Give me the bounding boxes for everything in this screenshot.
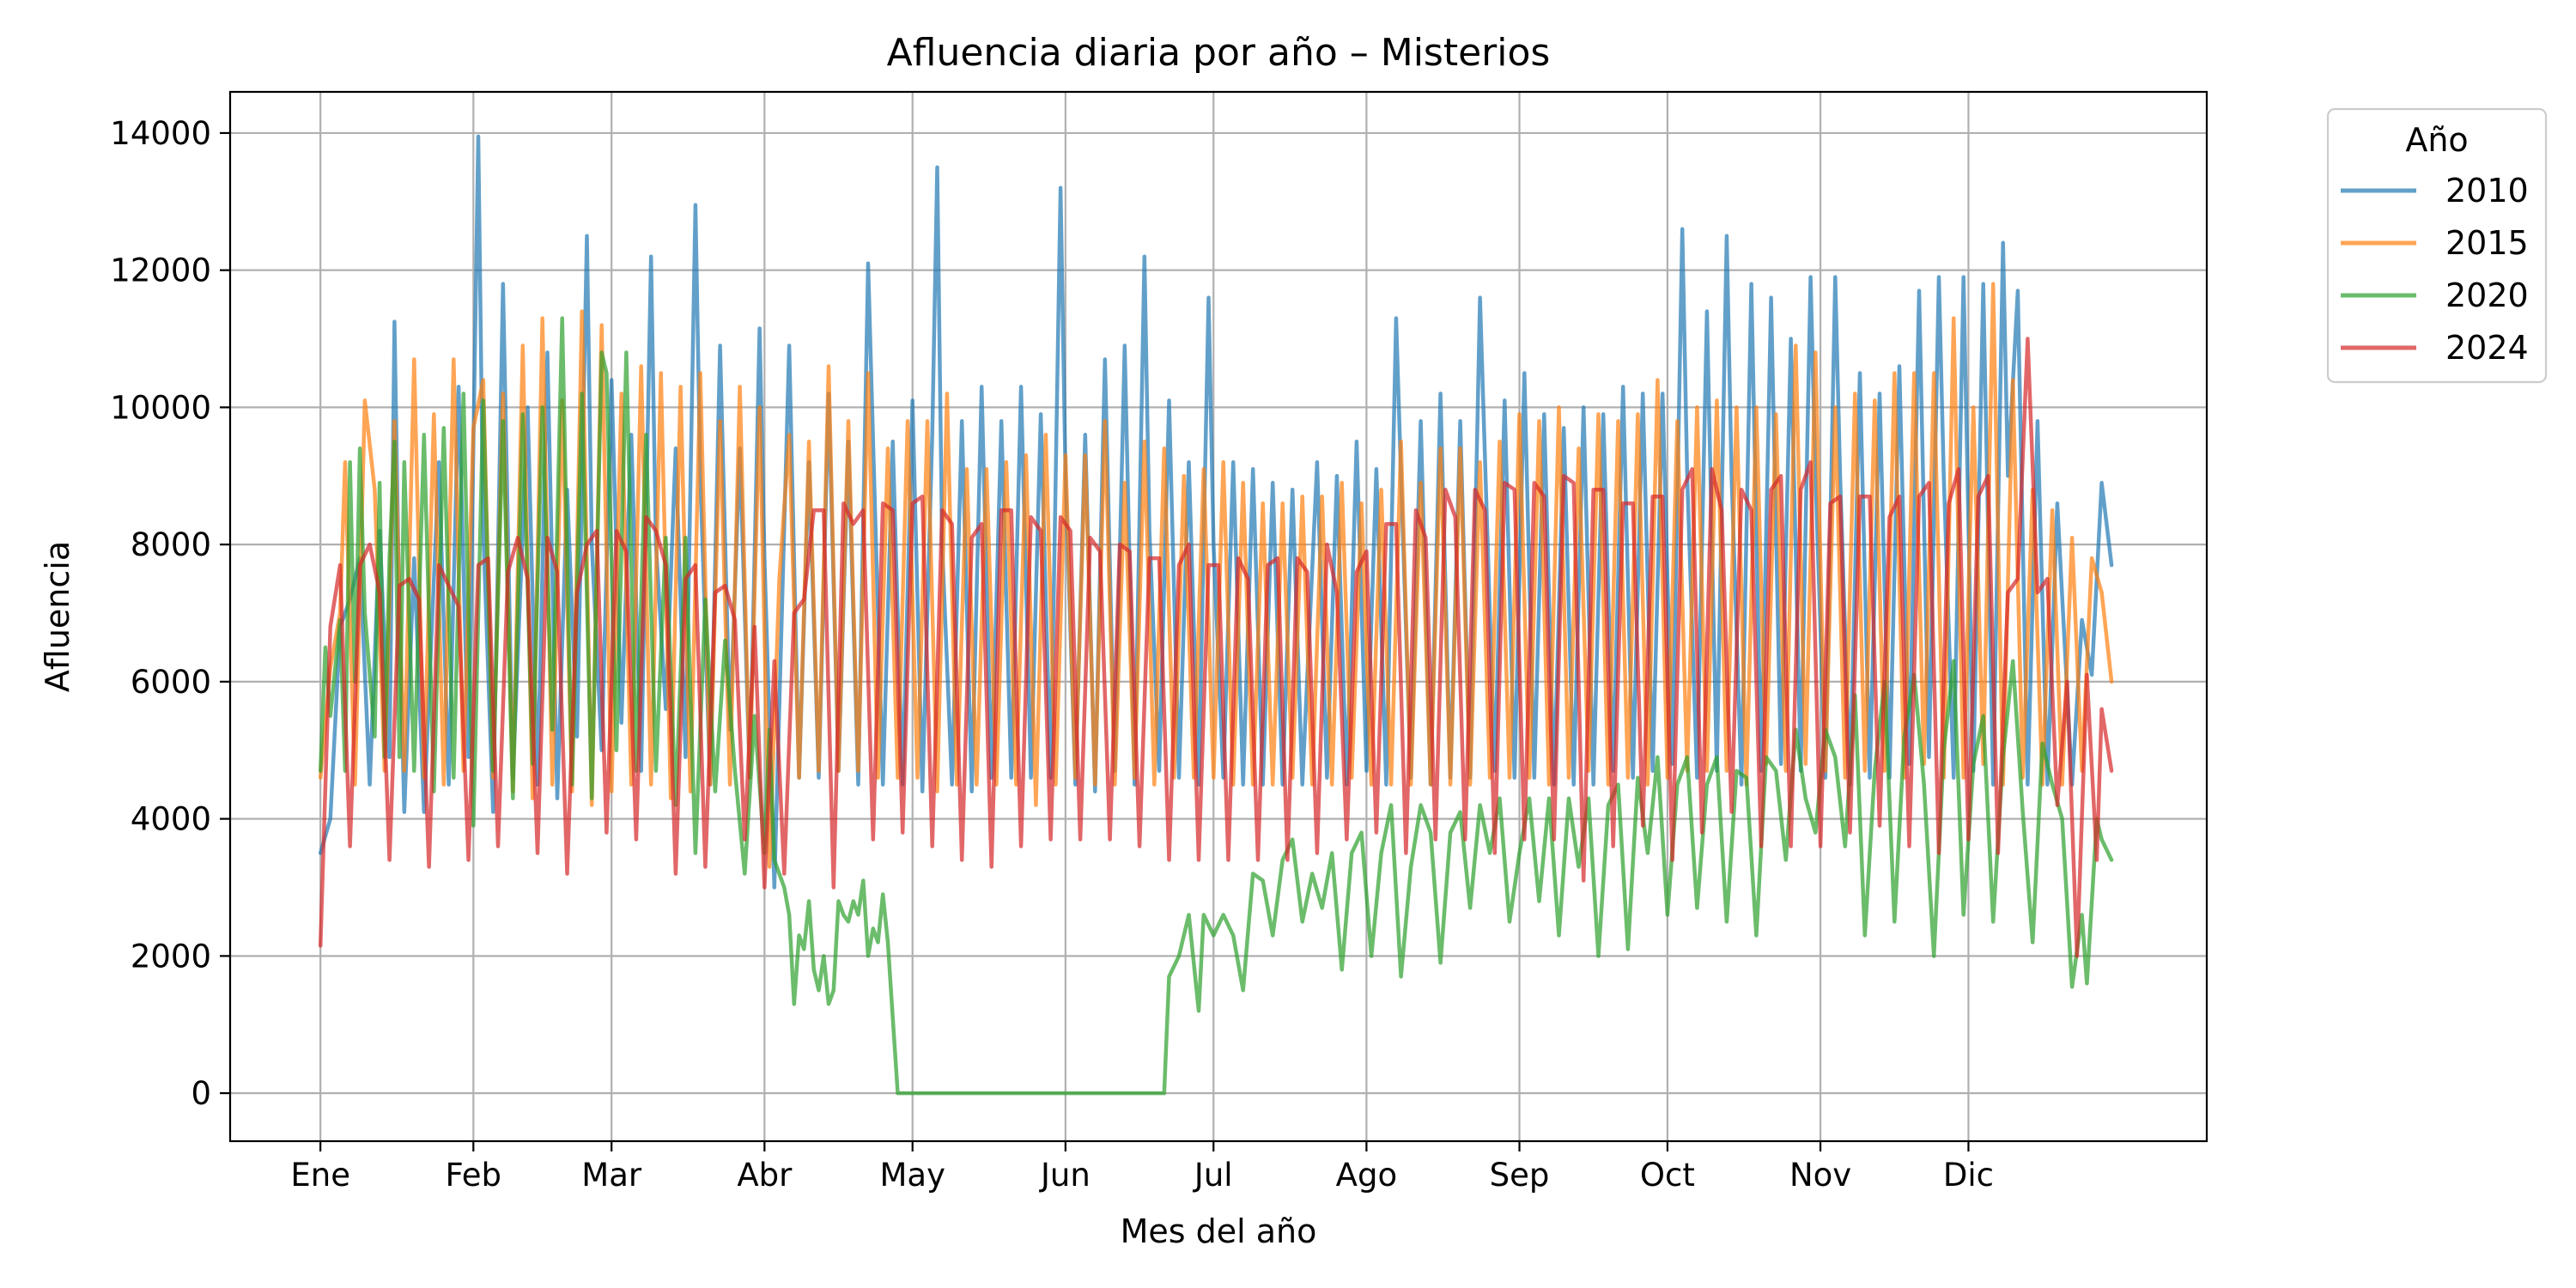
x-tick-label: Oct [1640,1157,1695,1194]
x-axis-label: Mes del año [1121,1212,1317,1250]
legend-entries: 2010 2015 2020 2024 [2341,172,2529,367]
y-axis-label: Afluencia [39,541,76,692]
legend: Año 2010 2015 2020 2024 [2326,107,2548,384]
y-tick-label: 10000 [110,389,211,426]
x-tick-label: Ago [1336,1157,1397,1194]
plot-frame [228,90,2208,1143]
legend-label: 2024 [2445,329,2529,367]
chart-title: Afluencia diaria por año – Misterios [887,31,1551,75]
x-tick-label: Ene [290,1157,350,1194]
y-tick-label: 6000 [131,664,211,701]
y-tick-label: 14000 [110,115,211,152]
x-tick-label: Abr [737,1157,793,1194]
x-tick-label: Jun [1039,1157,1091,1194]
legend-frame [2326,107,2548,384]
x-axis: Ene Feb Mar Abr May Jun Jul Ago Sep Oct Nov Dic [290,1141,1994,1194]
x-tick-label: Dic [1943,1157,1994,1194]
y-tick-label: 2000 [131,938,211,975]
x-tick-label: Sep [1490,1157,1550,1194]
legend-label: 2015 [2445,224,2529,262]
y-tick-label: 8000 [131,526,211,563]
x-tick-label: May [879,1157,945,1194]
legend-label: 2010 [2445,172,2529,210]
x-tick-label: Jul [1193,1157,1233,1194]
y-axis: 0 2000 4000 6000 8000 10000 12000 14000 [110,115,230,1112]
series-line-2024 [318,337,2114,958]
x-tick-label: Feb [446,1157,502,1194]
series-layer [318,134,2114,1096]
legend-label: 2020 [2445,276,2529,314]
y-tick-label: 0 [191,1075,211,1112]
x-tick-label: Mar [581,1157,642,1194]
legend-title: Año [2405,121,2468,159]
y-tick-label: 12000 [110,252,211,289]
y-tick-label: 4000 [131,801,211,838]
x-tick-label: Nov [1789,1157,1851,1194]
